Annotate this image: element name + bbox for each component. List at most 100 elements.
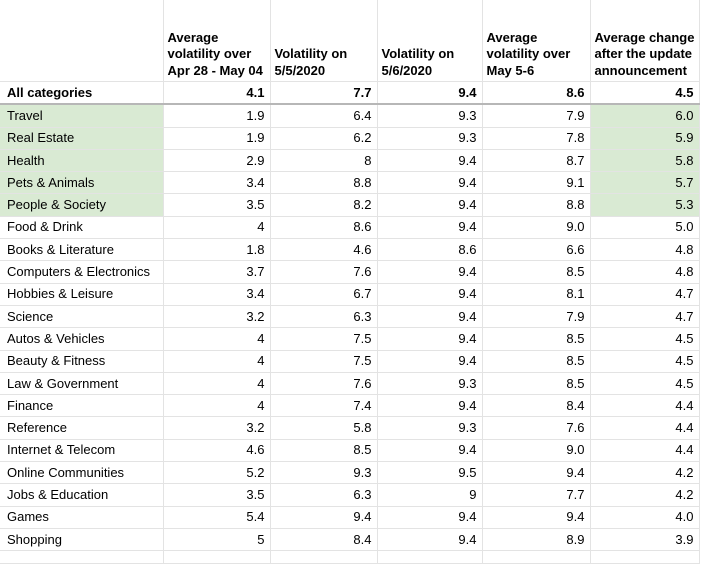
avg-apr28-may04-cell: 4	[163, 216, 271, 240]
category-cell: Online Communities	[0, 461, 164, 485]
avg-change-cell: 5.9	[590, 127, 700, 150]
volatility-may5-cell: 7.5	[270, 327, 378, 351]
volatility-may5-cell: 9.4	[270, 506, 378, 529]
category-cell: Beauty & Fitness	[0, 350, 164, 373]
table-row: Hobbies & Leisure 3.4 6.7 9.4 8.1 4.7	[0, 283, 700, 306]
volatility-may5-cell: 7.6	[270, 260, 378, 284]
avg-may5-6-cell: 9.0	[482, 216, 591, 240]
category-cell: Health	[0, 149, 164, 173]
avg-apr28-may04-cell: 5.2	[163, 461, 271, 485]
avg-change-cell: 5.0	[590, 216, 700, 240]
category-cell: Jobs & Education	[0, 483, 164, 507]
avg-may5-6-cell: 8.4	[482, 394, 591, 418]
category-cell: Hobbies & Leisure	[0, 283, 164, 306]
avg-apr28-may04-cell: 5	[163, 528, 271, 552]
header-avg-change: Average change after the update announce…	[590, 0, 700, 82]
volatility-may6-cell: 9.4	[377, 506, 483, 529]
avg-change-cell: 4.4	[590, 394, 700, 418]
table-row: People & Society 3.5 8.2 9.4 8.8 5.3	[0, 193, 700, 217]
volatility-may5-cell: 7.4	[270, 394, 378, 418]
volatility-may5-cell: 8.5	[270, 439, 378, 463]
volatility-may6-cell: 9.4	[377, 171, 483, 195]
avg-apr28-may04-cell: 3.2	[163, 416, 271, 440]
avg-apr28-may04-cell: 4	[163, 327, 271, 351]
avg-change-cell: 4.8	[590, 238, 700, 262]
table-row: Books & Literature 1.8 4.6 8.6 6.6 4.8	[0, 238, 700, 262]
avg-may5-6-cell: 9.0	[482, 439, 591, 463]
table-row: Games 5.4 9.4 9.4 9.4 4.0	[0, 506, 700, 529]
volatility-may6-cell: 9.4	[377, 81, 483, 106]
table-row: Jobs & Education 3.5 6.3 9 7.7 4.2	[0, 483, 700, 507]
category-cell: Autos & Vehicles	[0, 327, 164, 351]
avg-apr28-may04-cell: 3.5	[163, 483, 271, 507]
avg-may5-6-cell: 8.5	[482, 350, 591, 373]
summary-row: All categories 4.1 7.7 9.4 8.6 4.5	[0, 81, 700, 106]
volatility-may6-cell: 9.4	[377, 305, 483, 329]
table-row: Health 2.9 8 9.4 8.7 5.8	[0, 149, 700, 173]
avg-apr28-may04-cell: 3.7	[163, 260, 271, 284]
table-row: Internet & Telecom 4.6 8.5 9.4 9.0 4.4	[0, 439, 700, 463]
category-cell: All categories	[0, 81, 164, 106]
header-avg-apr28-may04: Average volatility over Apr 28 - May 04	[163, 0, 271, 82]
table-row: Finance 4 7.4 9.4 8.4 4.4	[0, 394, 700, 418]
header-category	[0, 0, 164, 82]
volatility-may6-cell: 9	[377, 483, 483, 507]
volatility-may5-cell: 8.6	[270, 216, 378, 240]
header-volatility-may6: Volatility on 5/6/2020	[377, 0, 483, 82]
avg-change-cell: 4.7	[590, 305, 700, 329]
volatility-may5-cell: 6.4	[270, 104, 378, 128]
avg-may5-6-cell: 8.6	[482, 81, 591, 106]
volatility-may5-cell: 5.8	[270, 416, 378, 440]
volatility-may5-cell: 6.3	[270, 305, 378, 329]
avg-apr28-may04-cell: 3.2	[163, 305, 271, 329]
avg-apr28-may04-cell: 4.6	[163, 439, 271, 463]
avg-may5-6-cell: 7.6	[482, 416, 591, 440]
avg-change-cell: 4.4	[590, 439, 700, 463]
header-avg-may5-6: Average volatility over May 5-6	[482, 0, 591, 82]
avg-may5-6-cell: 9.1	[482, 171, 591, 195]
table-row: Real Estate 1.9 6.2 9.3 7.8 5.9	[0, 127, 700, 150]
volatility-may6-cell: 9.3	[377, 127, 483, 150]
avg-apr28-may04-cell: 1.8	[163, 238, 271, 262]
volatility-may6-cell: 9.4	[377, 283, 483, 306]
avg-may5-6-cell: 8.5	[482, 327, 591, 351]
avg-apr28-may04-cell: 1.9	[163, 104, 271, 128]
avg-apr28-may04-cell: 3.5	[163, 193, 271, 217]
volatility-may5-cell: 6.2	[270, 127, 378, 150]
volatility-may6-cell: 9.5	[377, 461, 483, 485]
volatility-may6-cell: 9.4	[377, 350, 483, 373]
avg-may5-6-cell: 7.9	[482, 305, 591, 329]
category-cell: Science	[0, 305, 164, 329]
avg-change-cell: 4.8	[590, 260, 700, 284]
volatility-may5-cell: 8.4	[270, 528, 378, 552]
avg-change-cell: 5.3	[590, 193, 700, 217]
table-row: Travel 1.9 6.4 9.3 7.9 6.0	[0, 104, 700, 128]
category-cell: Internet & Telecom	[0, 439, 164, 463]
avg-change-cell: 4.5	[590, 350, 700, 373]
volatility-may6-cell: 9.4	[377, 394, 483, 418]
avg-may5-6-cell: 8.1	[482, 283, 591, 306]
header-volatility-may5: Volatility on 5/5/2020	[270, 0, 378, 82]
volatility-may5-cell: 4.6	[270, 238, 378, 262]
avg-may5-6-cell: 8.7	[482, 149, 591, 173]
volatility-may6-cell: 9.4	[377, 193, 483, 217]
category-cell: Law & Government	[0, 372, 164, 396]
avg-may5-6-cell: 9.4	[482, 461, 591, 485]
avg-apr28-may04-cell: 4.1	[163, 81, 271, 106]
avg-change-cell: 6.0	[590, 104, 700, 128]
volatility-may6-cell: 9.4	[377, 216, 483, 240]
avg-apr28-may04-cell: 4	[163, 394, 271, 418]
category-cell: Pets & Animals	[0, 171, 164, 195]
avg-change-cell: 4.5	[590, 81, 700, 106]
avg-may5-6-cell: 9.4	[482, 506, 591, 529]
avg-apr28-may04-cell: 3.4	[163, 171, 271, 195]
table-row: Computers & Electronics 3.7 7.6 9.4 8.5 4.8	[0, 260, 700, 284]
table-row: Shopping 5 8.4 9.4 8.9 3.9	[0, 528, 700, 552]
volatility-may5-cell: 6.3	[270, 483, 378, 507]
category-cell: People & Society	[0, 193, 164, 217]
avg-apr28-may04-cell: 4	[163, 350, 271, 373]
avg-apr28-may04-cell: 1.9	[163, 127, 271, 150]
avg-change-cell: 4.2	[590, 461, 700, 485]
volatility-may5-cell: 8.2	[270, 193, 378, 217]
